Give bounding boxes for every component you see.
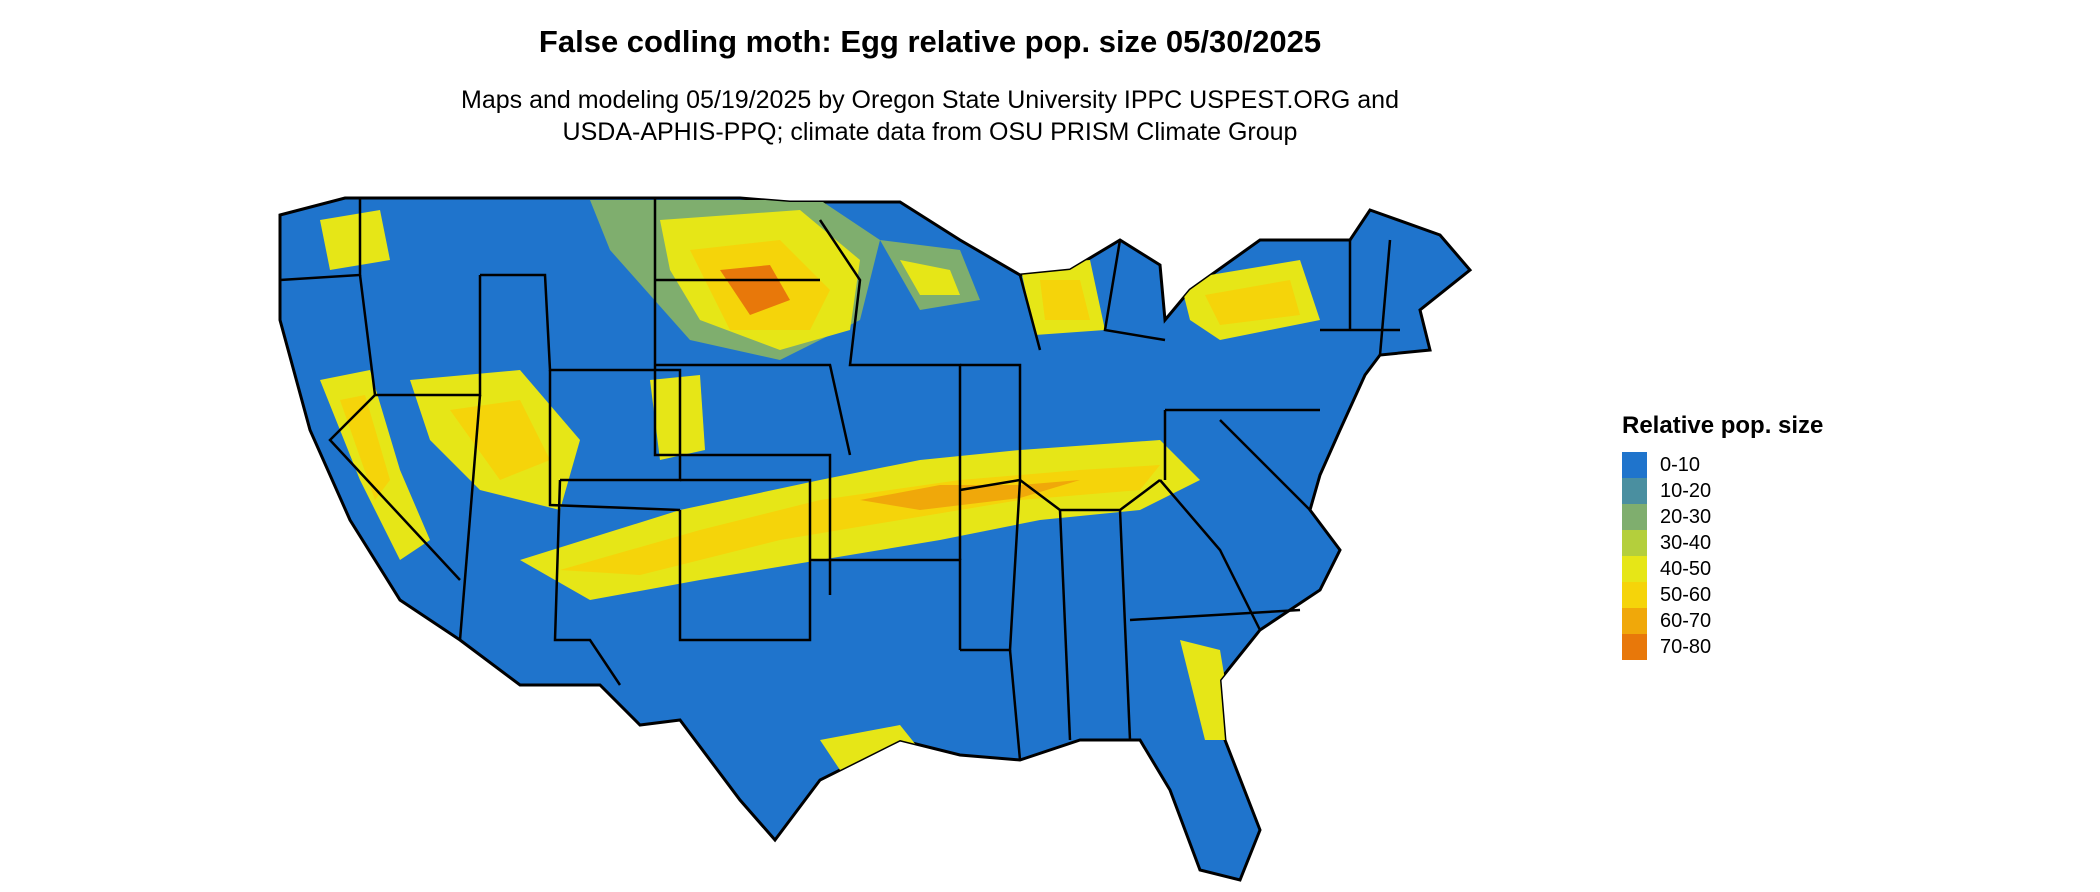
legend-item: 20-30 (1622, 504, 1823, 530)
legend-items: 0-10 10-20 20-30 30-40 40-50 50-60 60-70 70-80 (1622, 452, 1823, 660)
legend-label: 60-70 (1660, 609, 1712, 632)
legend-swatch (1622, 556, 1647, 582)
map-subtitle: Maps and modeling 05/19/2025 by Oregon S… (0, 84, 1860, 148)
state-borders (279, 198, 1400, 761)
legend-label: 70-80 (1660, 635, 1712, 658)
legend-item: 40-50 (1622, 556, 1823, 582)
legend-swatch (1622, 530, 1647, 556)
legend-item: 10-20 (1622, 478, 1823, 504)
map-title: False codling moth: Egg relative pop. si… (538, 24, 1322, 59)
legend-label: 0-10 (1660, 453, 1701, 476)
legend-swatch (1622, 504, 1647, 530)
legend-title: Relative pop. size (1622, 412, 1824, 439)
legend-label: 30-40 (1660, 531, 1712, 554)
legend-swatch (1622, 582, 1647, 608)
legend-label: 20-30 (1660, 505, 1712, 528)
legend-item: 70-80 (1622, 634, 1823, 660)
legend-label: 40-50 (1660, 557, 1712, 580)
legend-label: 10-20 (1660, 479, 1712, 502)
legend-item: 0-10 (1622, 452, 1823, 478)
legend-item: 60-70 (1622, 608, 1823, 634)
risk-raster-patches (320, 200, 1320, 770)
legend-label: 50-60 (1660, 583, 1712, 606)
legend-swatch (1622, 634, 1647, 660)
legend-item: 50-60 (1622, 582, 1823, 608)
map-legend: Relative pop. size 0-10 10-20 20-30 30-40 40… (1622, 412, 1823, 660)
subtitle-line-2: USDA-APHIS-PPQ; climate data from OSU PR… (562, 118, 1298, 146)
legend-item: 30-40 (1622, 530, 1823, 556)
legend-swatch (1622, 478, 1647, 504)
legend-swatch (1622, 452, 1647, 478)
subtitle-line-1: Maps and modeling 05/19/2025 by Oregon S… (461, 86, 1399, 114)
us-map (278, 196, 1473, 882)
legend-swatch (1622, 608, 1647, 634)
